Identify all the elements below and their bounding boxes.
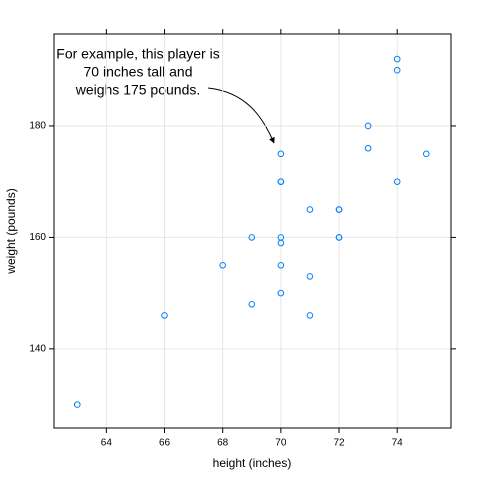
x-tick-label: 74: [392, 438, 404, 449]
point: [219, 261, 226, 269]
point: [393, 55, 401, 63]
x-tick-label: 72: [333, 438, 345, 449]
point: [306, 206, 314, 213]
point: [277, 150, 285, 158]
point: [248, 234, 256, 241]
point: [248, 300, 256, 308]
y-axis-title: weight (pounds): [4, 188, 18, 274]
point: [393, 66, 401, 74]
plot-frame: [53, 33, 452, 429]
annotation: weighs 175 pounds.: [75, 82, 201, 98]
x-tick-label: 64: [101, 438, 113, 449]
x-tick-label: 68: [217, 438, 229, 449]
y-tick-label: 160: [29, 232, 46, 243]
point: [161, 312, 168, 319]
annotation: For example, this player is: [56, 46, 219, 62]
annotation: 70 inches tall and: [84, 64, 193, 80]
point: [422, 150, 430, 158]
x-axis-title: height (inches): [213, 456, 292, 470]
point: [335, 234, 343, 241]
x-tick-label: 66: [159, 438, 171, 449]
point: [393, 178, 401, 185]
annotation-arrow: [207, 87, 275, 144]
point: [277, 289, 285, 297]
point: [277, 261, 285, 269]
point: [277, 178, 285, 185]
y-tick-label: 180: [29, 121, 46, 132]
point: [306, 273, 314, 280]
point: [364, 122, 372, 130]
point: [335, 206, 343, 213]
x-tick-label: 70: [275, 438, 287, 449]
y-tick-label: 140: [29, 344, 46, 355]
point: [306, 312, 314, 319]
point: [73, 401, 81, 408]
point: [364, 144, 372, 152]
point: [277, 239, 285, 247]
